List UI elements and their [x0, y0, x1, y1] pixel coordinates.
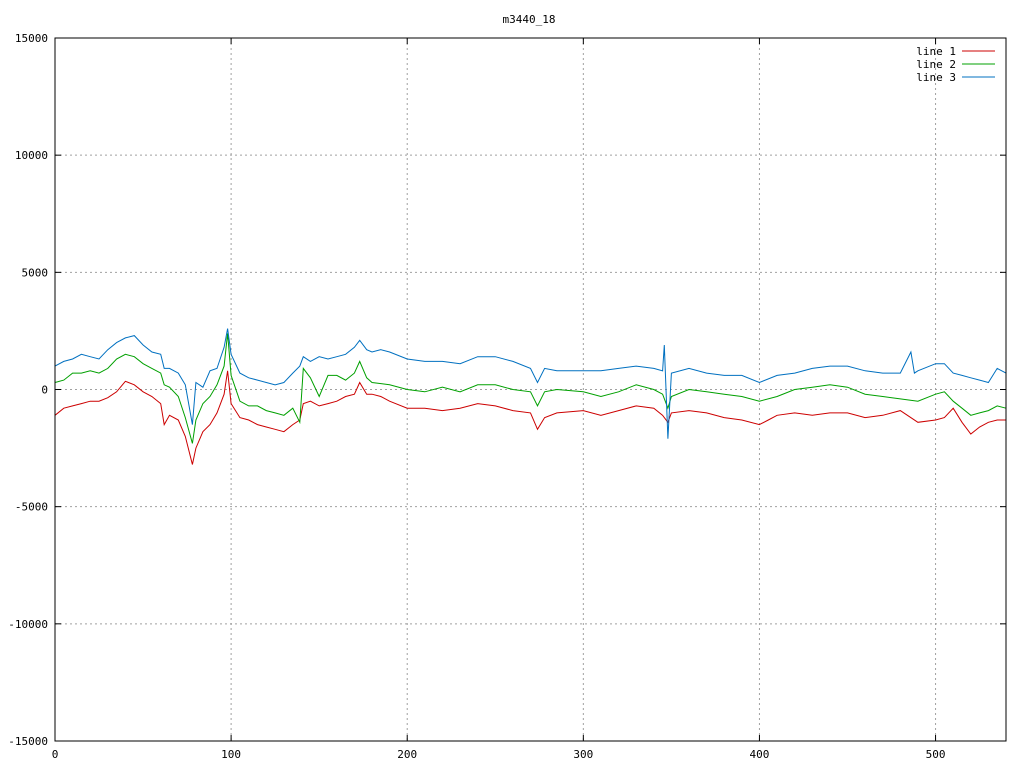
series-2-line	[54, 333, 1007, 444]
x-tick-label: 0	[52, 748, 59, 761]
series-layer	[54, 328, 1007, 465]
legend-label: line 3	[916, 71, 956, 84]
y-tick-label: -5000	[15, 501, 48, 514]
y-tick-label: -10000	[8, 618, 48, 631]
axis-ticks: -15000 -10000 -5000 0 5000 10000 15000 0 100 200 3…	[8, 32, 1006, 761]
y-tick-label: 10000	[15, 149, 48, 162]
legend-label: line 2	[916, 58, 956, 71]
chart-title: m3440_18	[503, 13, 556, 26]
series-1-line	[54, 370, 1006, 465]
x-tick-label: 300	[573, 748, 593, 761]
legend-label: line 1	[916, 45, 956, 58]
x-tick-label: 500	[926, 748, 946, 761]
grid	[55, 38, 1006, 741]
x-tick-label: 100	[221, 748, 241, 761]
x-tick-label: 400	[750, 748, 770, 761]
series-3-line	[54, 328, 1007, 439]
y-tick-label: 15000	[15, 32, 48, 45]
y-tick-label: 0	[41, 384, 48, 397]
x-tick-label: 200	[397, 748, 417, 761]
y-tick-label: -15000	[8, 735, 48, 748]
y-tick-label: 5000	[22, 266, 49, 279]
